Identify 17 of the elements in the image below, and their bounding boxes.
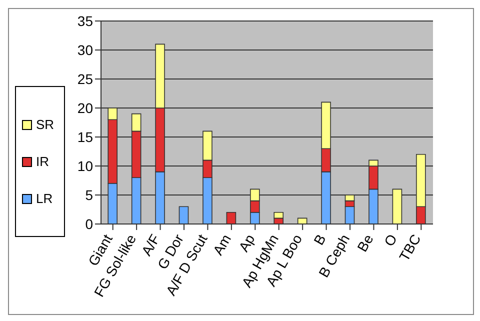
y-tick-label: 20: [77, 100, 94, 116]
y-tick-label: 0: [85, 216, 94, 232]
legend-label: IR: [36, 154, 49, 169]
y-tick-label: 15: [77, 128, 94, 145]
legend-label: SR: [36, 117, 54, 132]
x-tick-label: B: [310, 232, 329, 248]
y-tick-label: 25: [77, 70, 94, 87]
y-tick-label: 10: [77, 158, 94, 174]
y-tick-label: 5: [85, 186, 94, 203]
x-tick-label: Am: [210, 232, 234, 258]
legend-label: LR: [36, 191, 53, 206]
x-tick-label: O: [380, 231, 400, 249]
x-tick-label: Ap: [235, 231, 258, 254]
x-tick-label: Be: [354, 231, 376, 254]
y-tick-label: 30: [77, 42, 94, 58]
y-tick-label: 35: [77, 12, 94, 29]
x-tick-label: A/F: [138, 232, 163, 258]
